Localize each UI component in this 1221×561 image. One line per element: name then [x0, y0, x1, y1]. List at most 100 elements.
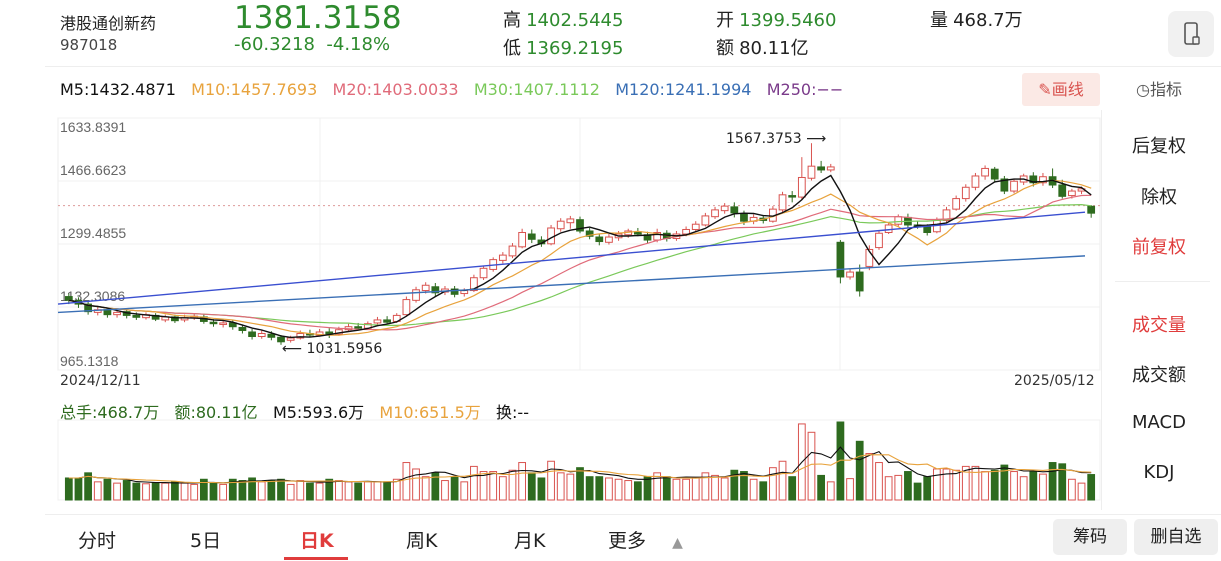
candle-up — [961, 186, 970, 200]
low-label: 低 — [503, 38, 521, 59]
volume-bar-down — [662, 476, 671, 501]
volume-bar-up — [884, 476, 893, 501]
chips-button[interactable]: 筹码 — [1053, 519, 1127, 555]
tab-5day[interactable]: 5日 — [190, 530, 222, 552]
volume-bar-up — [547, 460, 555, 501]
volume-bar-up — [344, 481, 353, 501]
menu-back-adjust[interactable]: 后复权 — [1132, 136, 1186, 157]
volume-bar-up — [971, 465, 980, 501]
volume-bar-down — [633, 481, 642, 501]
volume-bar-down — [238, 480, 247, 501]
menu-volume[interactable]: 成交量 — [1132, 315, 1186, 336]
candle-up — [547, 227, 555, 245]
volume-bar-up — [769, 467, 777, 501]
candlestick-chart[interactable]: 1633.83911466.66231299.48551132.3086965.… — [0, 0, 1108, 510]
candle-down — [817, 166, 825, 171]
candle-down — [788, 195, 797, 198]
volume-bar-up — [479, 471, 488, 501]
draw-line-button[interactable]: ✎画线 — [1022, 73, 1100, 106]
candle-up — [566, 218, 575, 224]
arrow-right-icon: ⟶ — [806, 131, 827, 147]
amount-label: 额 — [716, 38, 734, 59]
low-annotation-value: 1031.5956 — [306, 341, 383, 357]
candle-up — [113, 311, 121, 316]
header-divider — [45, 66, 1221, 67]
candle-up — [470, 277, 478, 292]
ma5-label: M5:1432.4871 — [60, 80, 176, 99]
price-change: -60.3218 -4.18% — [234, 34, 390, 55]
candle-up — [797, 176, 806, 198]
candle-down — [990, 168, 999, 180]
volume-bar-up — [470, 465, 478, 501]
landscape-toggle-button[interactable] — [1168, 11, 1214, 57]
candle-up — [875, 232, 883, 249]
volume-bar-down — [450, 476, 459, 501]
change-value: -60.3218 — [234, 34, 315, 55]
volume-bar-down — [103, 478, 112, 501]
candle-up — [884, 224, 893, 234]
volume-bar-down — [759, 481, 768, 501]
amount-field: 额 80.11亿 — [716, 34, 809, 60]
candle-down — [595, 236, 604, 243]
tab-daily-k[interactable]: 日K — [300, 530, 334, 552]
volume-bar-down — [1058, 463, 1067, 501]
draw-line-label: 画线 — [1051, 80, 1084, 99]
volume-bar-up — [1068, 478, 1076, 501]
tab-more[interactable]: 更多 ▲ — [608, 526, 683, 553]
menu-turnover-amount[interactable]: 成交额 — [1132, 365, 1186, 386]
candle-up — [807, 165, 816, 179]
candle-up — [286, 337, 295, 341]
gauge-icon: ◷ — [1136, 80, 1150, 99]
volume-bar-up — [93, 481, 102, 501]
volume-bar-up — [942, 468, 951, 501]
candle-down — [1000, 178, 1009, 192]
candle-down — [171, 316, 179, 322]
tab-intraday[interactable]: 分时 — [78, 530, 117, 552]
candle-down — [383, 319, 391, 323]
candle-down — [923, 226, 932, 234]
menu-kdj[interactable]: KDJ — [1143, 462, 1175, 483]
caret-up-icon: ▲ — [672, 535, 683, 551]
candle-down — [450, 288, 459, 295]
volume-bar-down — [64, 477, 73, 501]
remove-watchlist-button[interactable]: 删自选 — [1134, 519, 1218, 555]
volume-bar-up — [1039, 473, 1047, 501]
ma10-label: M10:1457.7693 — [191, 80, 318, 99]
volume-bar-up — [373, 481, 382, 501]
ma-legend: M5:1432.4871 M10:1457.7693 M20:1403.0033… — [60, 80, 843, 99]
high-annotation: 1567.3753 ⟶ — [726, 131, 826, 147]
volume-bar-down — [904, 471, 912, 501]
candle-down — [1029, 175, 1038, 184]
menu-macd[interactable]: MACD — [1132, 412, 1186, 433]
candle-down — [209, 321, 218, 325]
ma30-label: M30:1407.1112 — [473, 80, 600, 99]
ma120-label: M120:1241.1994 — [615, 80, 752, 99]
volume-value: 468.7万 — [953, 10, 1023, 31]
pencil-icon: ✎ — [1038, 80, 1052, 99]
volume-bar-up — [392, 478, 401, 501]
volume-bar-down — [248, 477, 256, 501]
vol-total: 总手:468.7万 — [60, 403, 160, 422]
volume-bar-down — [1000, 464, 1009, 501]
indicator-button[interactable]: ◷指标 — [1136, 76, 1182, 100]
tab-monthly-k[interactable]: 月K — [514, 530, 546, 552]
candle-up — [691, 223, 700, 230]
volume-bar-up — [846, 478, 854, 501]
open-field: 开 1399.5460 — [716, 6, 836, 32]
candle-up — [257, 332, 266, 338]
menu-forward-adjust[interactable]: 前复权 — [1132, 237, 1186, 258]
volume-bar-down — [325, 478, 334, 501]
candle-down — [228, 322, 237, 328]
indicator-label: 指标 — [1149, 80, 1182, 99]
candle-down — [576, 219, 584, 232]
volume-bar-up — [219, 483, 228, 501]
high-label: 高 — [503, 10, 521, 31]
candle-down — [431, 286, 440, 294]
candle-up — [778, 194, 787, 211]
menu-ex-rights[interactable]: 除权 — [1141, 187, 1177, 208]
candle-up — [219, 322, 228, 325]
volume-bar-down — [740, 471, 748, 501]
tab-weekly-k[interactable]: 周K — [406, 530, 438, 552]
amount-value: 80.11亿 — [739, 38, 809, 59]
volume-bar-down — [228, 478, 237, 501]
